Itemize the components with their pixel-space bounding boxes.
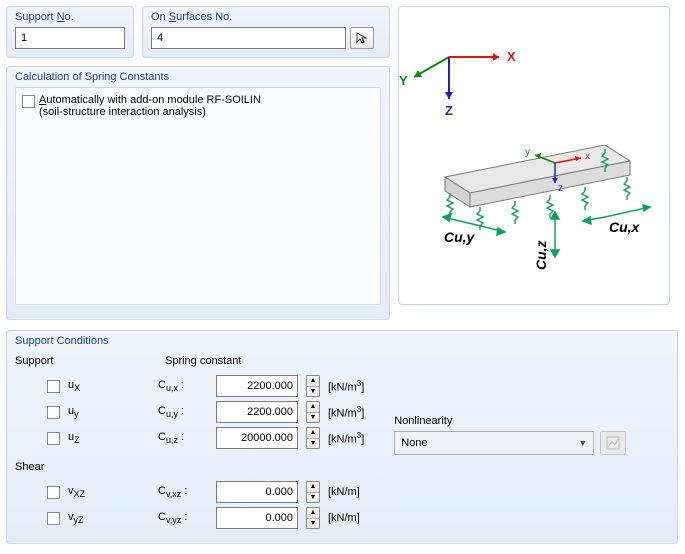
cuz-label: Cu,z: [533, 240, 549, 270]
support-header: Support: [15, 355, 165, 367]
cvxz-sym: Cv,xz :: [158, 485, 208, 499]
surfaces-no-group: On Surfaces No.: [142, 6, 390, 58]
down-icon[interactable]: ▼: [307, 519, 319, 529]
down-icon[interactable]: ▼: [307, 387, 319, 397]
up-icon[interactable]: ▲: [307, 508, 319, 519]
shear-header: Shear: [15, 461, 364, 473]
cursor-icon: [355, 31, 369, 45]
support-no-input[interactable]: [15, 27, 125, 49]
cuy-spinner[interactable]: ▲▼: [306, 401, 320, 423]
support-no-title: Support No.: [15, 11, 125, 23]
diagram-icon: [606, 436, 620, 450]
support-conditions-group: Support Conditions Support Spring consta…: [6, 330, 678, 544]
ux-checkbox[interactable]: [47, 380, 60, 393]
nonlinearity-combo[interactable]: None ▼: [394, 431, 594, 455]
cuz-unit: [kN/m3]: [328, 431, 364, 446]
surfaces-no-input[interactable]: [151, 27, 346, 49]
pick-surfaces-button[interactable]: [350, 27, 374, 49]
row-uz: uZ Cu,z : ▲▼ [kN/m3]: [15, 425, 364, 451]
uy-label: uy: [68, 405, 98, 419]
cux-spinner[interactable]: ▲▼: [306, 375, 320, 397]
cvyz-unit: [kN/m]: [328, 512, 360, 524]
vyz-checkbox[interactable]: [47, 512, 60, 525]
svg-text:y: y: [525, 147, 530, 158]
cux-input[interactable]: [216, 375, 298, 397]
cvyz-sym: Cv,yz :: [158, 511, 208, 525]
vxz-label: vXZ: [68, 485, 98, 499]
nonlinearity-label: Nonlinearity: [394, 415, 626, 427]
cvxz-spinner[interactable]: ▲▼: [306, 481, 320, 503]
cvyz-input[interactable]: [216, 507, 298, 529]
cvxz-input[interactable]: [216, 481, 298, 503]
chevron-down-icon: ▼: [578, 438, 587, 448]
svg-text:x: x: [585, 151, 590, 162]
preview-diagram: X Y Z x y z: [398, 6, 670, 305]
uy-checkbox[interactable]: [47, 406, 60, 419]
cuy-sym: Cu,y :: [158, 405, 208, 419]
row-vyz: vyZ Cv,yz : ▲▼ [kN/m]: [15, 505, 364, 531]
svg-text:z: z: [558, 183, 563, 194]
nonlinearity-edit-button: [600, 431, 626, 455]
row-ux: uX Cu,x : ▲▼ [kN/m3]: [15, 373, 364, 399]
up-icon[interactable]: ▲: [307, 376, 319, 387]
up-icon[interactable]: ▲: [307, 482, 319, 493]
support-no-group: Support No.: [6, 6, 134, 58]
svg-text:X: X: [507, 49, 516, 64]
ux-label: uX: [68, 379, 98, 393]
cux-sym: Cu,x :: [158, 379, 208, 393]
down-icon[interactable]: ▼: [307, 493, 319, 503]
cuy-unit: [kN/m3]: [328, 405, 364, 420]
uz-label: uZ: [68, 431, 98, 445]
auto-soilin-label: Automatically with add-on module RF-SOIL…: [39, 94, 261, 118]
cux-label: Cu,x: [609, 219, 641, 235]
cuy-input[interactable]: [216, 401, 298, 423]
cuz-spinner[interactable]: ▲▼: [306, 427, 320, 449]
uz-checkbox[interactable]: [47, 432, 60, 445]
nonlinearity-value: None: [401, 437, 427, 449]
down-icon[interactable]: ▼: [307, 413, 319, 423]
spring-constant-header: Spring constant: [165, 355, 241, 367]
svg-text:Y: Y: [399, 73, 408, 88]
cuz-input[interactable]: [216, 427, 298, 449]
vyz-label: vyZ: [68, 511, 98, 525]
calc-spring-title: Calculation of Spring Constants: [15, 71, 381, 83]
up-icon[interactable]: ▲: [307, 428, 319, 439]
surfaces-no-title: On Surfaces No.: [151, 11, 381, 23]
row-vxz: vXZ Cv,xz : ▲▼ [kN/m]: [15, 479, 364, 505]
cuz-sym: Cu,z :: [158, 431, 208, 445]
auto-soilin-checkbox[interactable]: [22, 95, 35, 108]
cuy-label: Cu,y: [444, 229, 476, 245]
svg-text:Z: Z: [445, 103, 453, 118]
cvyz-spinner[interactable]: ▲▼: [306, 507, 320, 529]
row-uy: uy Cu,y : ▲▼ [kN/m3]: [15, 399, 364, 425]
cvxz-unit: [kN/m]: [328, 486, 360, 498]
support-conditions-title: Support Conditions: [15, 335, 669, 347]
up-icon[interactable]: ▲: [307, 402, 319, 413]
cux-unit: [kN/m3]: [328, 379, 364, 394]
down-icon[interactable]: ▼: [307, 439, 319, 449]
calc-spring-group: Calculation of Spring Constants Automati…: [6, 66, 390, 320]
vxz-checkbox[interactable]: [47, 486, 60, 499]
